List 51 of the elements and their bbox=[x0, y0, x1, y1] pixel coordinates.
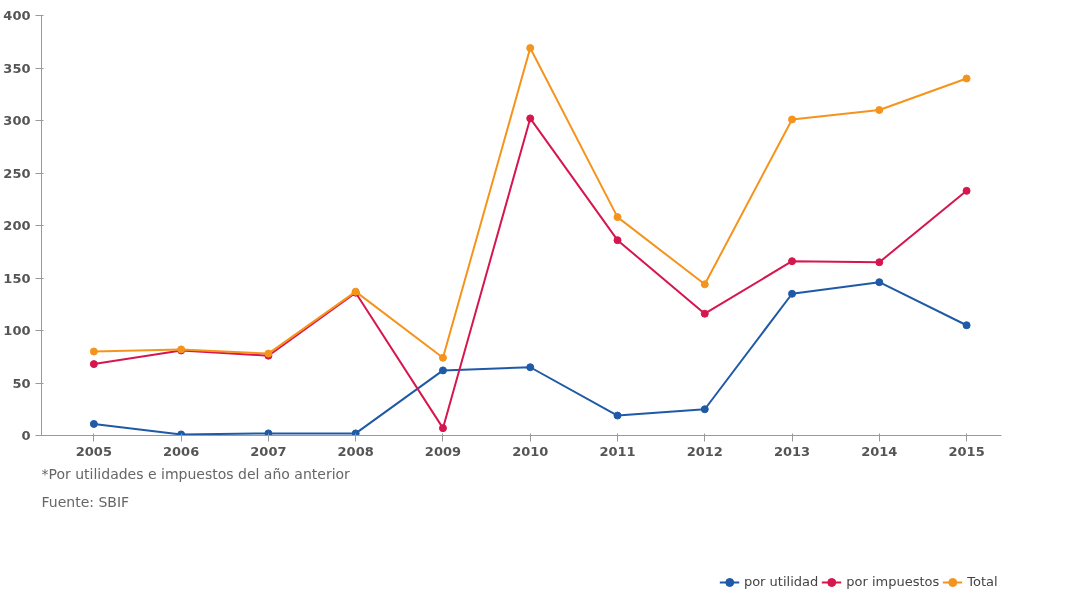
point bbox=[526, 44, 535, 53]
y-tick-label: 100 bbox=[3, 323, 31, 338]
y-tick-label: 400 bbox=[3, 8, 31, 23]
y-tick-label: 200 bbox=[3, 218, 31, 233]
x-tick-label: 2012 bbox=[686, 443, 723, 459]
x-tick-label: 2013 bbox=[773, 443, 811, 459]
point bbox=[526, 363, 535, 372]
point bbox=[700, 309, 709, 318]
x-tick-label: 2011 bbox=[599, 443, 636, 459]
point bbox=[788, 115, 797, 124]
point bbox=[962, 74, 971, 83]
legend-label: por impuestos bbox=[846, 574, 940, 590]
y-tick-label: 150 bbox=[3, 270, 31, 286]
y-tick-label: 250 bbox=[3, 165, 31, 181]
point bbox=[700, 405, 709, 414]
source-note: Fuente: SBIF bbox=[41, 493, 130, 510]
point bbox=[89, 360, 98, 369]
point bbox=[264, 429, 273, 436]
x-tick-label: 2014 bbox=[861, 443, 898, 459]
point bbox=[613, 411, 622, 420]
point bbox=[875, 106, 884, 114]
point bbox=[875, 278, 884, 287]
x-tick-label: 2006 bbox=[163, 443, 200, 459]
point bbox=[788, 289, 797, 298]
y-tick-label: 300 bbox=[3, 113, 31, 128]
text: *Por utilidades e impuestos del año anterior bbox=[41, 465, 351, 482]
legend-label: Total bbox=[967, 574, 998, 590]
point bbox=[875, 258, 884, 267]
y-tick-label: 350 bbox=[3, 60, 31, 76]
y-tick-label: 50 bbox=[12, 375, 31, 391]
point bbox=[351, 429, 360, 436]
point bbox=[89, 347, 98, 356]
point bbox=[438, 353, 447, 362]
point bbox=[438, 424, 447, 433]
point bbox=[526, 114, 535, 123]
y-tick-label: 0 bbox=[21, 428, 31, 443]
point bbox=[438, 366, 447, 375]
point bbox=[613, 213, 622, 222]
x-tick-label: 2007 bbox=[250, 443, 287, 459]
point bbox=[962, 321, 971, 330]
point bbox=[700, 280, 709, 289]
x-tick-label: 2008 bbox=[337, 443, 374, 459]
x-tick-label: 2009 bbox=[424, 443, 462, 459]
point bbox=[788, 257, 797, 266]
legend-label: por utilidad bbox=[743, 574, 819, 590]
point bbox=[89, 419, 98, 428]
point bbox=[962, 186, 971, 195]
x-tick-label: 2005 bbox=[75, 443, 112, 459]
point bbox=[613, 236, 622, 245]
x-tick-label: 2010 bbox=[512, 443, 549, 459]
x-tick-label: 2015 bbox=[948, 443, 985, 459]
